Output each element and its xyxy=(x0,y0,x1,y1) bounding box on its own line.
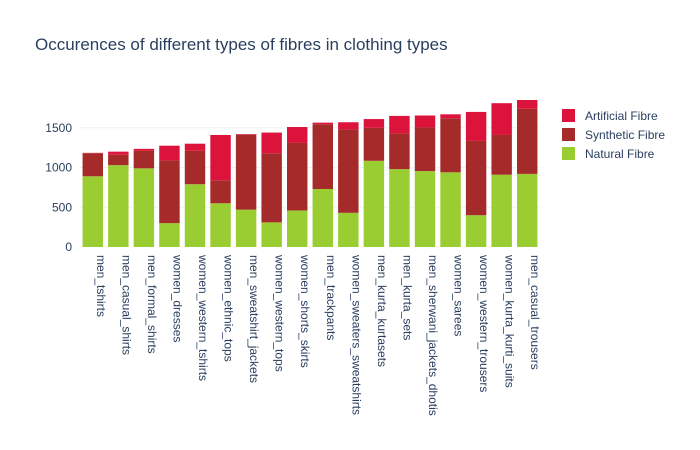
y-tick-label: 1000 xyxy=(45,161,72,175)
x-tick-label: women_sarees xyxy=(452,254,466,336)
legend-item-natural-fibre[interactable]: Natural Fibre xyxy=(562,147,655,161)
bars xyxy=(82,100,538,247)
bar-synthetic-fibre-men-kurta-kurtasets[interactable] xyxy=(363,127,385,161)
bar-synthetic-fibre-women-western-tops[interactable] xyxy=(261,153,282,223)
legend-item-artificial-fibre[interactable]: Artificial Fibre xyxy=(562,109,658,123)
bar-natural-fibre-women-shorts-skirts[interactable] xyxy=(287,210,308,247)
bar-natural-fibre-men-casual-trousers[interactable] xyxy=(517,173,538,247)
bar-synthetic-fibre-men-casual-shirts[interactable] xyxy=(108,154,129,166)
x-tick-label: men_tshirts xyxy=(94,255,108,317)
bar-synthetic-fibre-men-kurta-sets[interactable] xyxy=(389,133,410,170)
bar-artificial-fibre-women-shorts-skirts[interactable] xyxy=(287,127,308,143)
x-tick-label: men_casual_trousers xyxy=(528,255,542,370)
y-axis-ticks: 0 500 1000 1500 xyxy=(45,121,72,254)
bar-natural-fibre-men-sherwani-jackets-dhotis[interactable] xyxy=(414,171,436,247)
legend-label: Artificial Fibre xyxy=(585,109,658,123)
x-tick-label: men_kurta_kurtasets xyxy=(375,255,389,367)
bar-natural-fibre-women-sarees[interactable] xyxy=(440,172,461,247)
bar-synthetic-fibre-women-kurta-kurti-suits[interactable] xyxy=(491,134,512,175)
legend-label: Synthetic Fibre xyxy=(585,128,665,142)
bar-artificial-fibre-women-sarees[interactable] xyxy=(440,114,461,119)
bar-artificial-fibre-women-sweaters-sweatshirts[interactable] xyxy=(338,122,359,130)
bar-synthetic-fibre-men-sweatshirt-jackets[interactable] xyxy=(235,134,257,210)
bar-synthetic-fibre-men-formal-shirts[interactable] xyxy=(133,150,155,169)
bar-artificial-fibre-men-kurta-sets[interactable] xyxy=(389,115,410,134)
x-tick-label: women_kurta_kurti_suits xyxy=(503,254,517,388)
x-tick-label: women_sweaters_sweatshirts xyxy=(349,254,363,415)
bar-artificial-fibre-men-kurta-kurtasets[interactable] xyxy=(363,119,385,128)
bar-synthetic-fibre-men-casual-trousers[interactable] xyxy=(517,108,538,174)
legend-swatch xyxy=(562,147,575,160)
y-tick-label: 0 xyxy=(65,240,72,254)
x-tick-label: men_formal_shirts xyxy=(145,255,159,354)
bar-synthetic-fibre-women-ethnic-tops[interactable] xyxy=(210,180,231,204)
x-tick-label: men_sweatshirt_jackets xyxy=(247,255,261,383)
bar-natural-fibre-men-trackpants[interactable] xyxy=(312,188,333,247)
bar-natural-fibre-women-sweaters-sweatshirts[interactable] xyxy=(338,212,359,247)
chart-title: Occurences of different types of fibres … xyxy=(35,35,448,54)
bar-synthetic-fibre-women-western-trousers[interactable] xyxy=(465,140,487,216)
bar-natural-fibre-women-ethnic-tops[interactable] xyxy=(210,203,231,247)
gridlines xyxy=(80,127,540,208)
legend-item-synthetic-fibre[interactable]: Synthetic Fibre xyxy=(562,128,665,142)
bar-artificial-fibre-women-ethnic-tops[interactable] xyxy=(210,134,231,181)
legend-label: Natural Fibre xyxy=(585,147,655,161)
bar-natural-fibre-women-western-tshirts[interactable] xyxy=(184,184,206,247)
bar-artificial-fibre-women-dresses[interactable] xyxy=(159,145,180,161)
bar-natural-fibre-men-kurta-sets[interactable] xyxy=(389,169,410,247)
bar-artificial-fibre-women-western-tops[interactable] xyxy=(261,132,282,154)
x-tick-label: women_shorts_skirts xyxy=(298,254,312,368)
bar-artificial-fibre-women-western-trousers[interactable] xyxy=(465,111,487,141)
bar-synthetic-fibre-women-shorts-skirts[interactable] xyxy=(287,142,308,211)
x-tick-label: women_ethnic_tops xyxy=(222,254,236,362)
bar-artificial-fibre-men-formal-shirts[interactable] xyxy=(133,148,155,151)
x-tick-label: women_western_trousers xyxy=(477,254,491,392)
bar-synthetic-fibre-women-western-tshirts[interactable] xyxy=(184,150,206,185)
x-tick-label: women_dresses xyxy=(170,254,184,342)
bar-natural-fibre-men-formal-shirts[interactable] xyxy=(133,168,155,247)
bar-natural-fibre-women-western-tops[interactable] xyxy=(261,222,282,247)
bar-artificial-fibre-men-casual-trousers[interactable] xyxy=(517,100,538,109)
legend[interactable]: Artificial Fibre Synthetic Fibre Natural F… xyxy=(562,109,665,161)
bar-synthetic-fibre-men-tshirts[interactable] xyxy=(82,153,103,177)
bar-natural-fibre-men-casual-shirts[interactable] xyxy=(108,165,129,247)
bar-artificial-fibre-men-sherwani-jackets-dhotis[interactable] xyxy=(414,115,436,128)
legend-swatch xyxy=(562,109,575,122)
x-tick-label: men_sherwani_jackets_dhotis xyxy=(426,255,440,416)
bar-artificial-fibre-men-trackpants[interactable] xyxy=(312,122,333,125)
bar-artificial-fibre-women-western-tshirts[interactable] xyxy=(184,143,206,151)
x-tick-label: women_western_tops xyxy=(273,254,287,372)
bar-natural-fibre-men-sweatshirt-jackets[interactable] xyxy=(235,209,257,247)
bar-natural-fibre-women-kurta-kurti-suits[interactable] xyxy=(491,174,512,247)
x-tick-label: men_trackpants xyxy=(324,255,338,340)
legend-swatch xyxy=(562,128,575,141)
bar-natural-fibre-men-tshirts[interactable] xyxy=(82,176,103,247)
bar-natural-fibre-men-kurta-kurtasets[interactable] xyxy=(363,160,385,247)
x-tick-label: men_kurta_sets xyxy=(400,255,414,340)
y-tick-label: 500 xyxy=(52,200,72,214)
bar-natural-fibre-women-western-trousers[interactable] xyxy=(465,215,487,247)
y-tick-label: 1500 xyxy=(45,121,72,135)
bar-artificial-fibre-men-casual-shirts[interactable] xyxy=(108,151,129,155)
x-axis-ticks: men_tshirts men_casual_shirts men_formal_s… xyxy=(94,254,542,416)
bar-artificial-fibre-women-kurta-kurti-suits[interactable] xyxy=(491,103,512,135)
bar-natural-fibre-women-dresses[interactable] xyxy=(159,223,180,247)
bar-synthetic-fibre-women-sweaters-sweatshirts[interactable] xyxy=(338,129,359,213)
x-tick-label: women_western_tshirts xyxy=(196,254,210,381)
bar-synthetic-fibre-men-trackpants[interactable] xyxy=(312,124,333,189)
bar-synthetic-fibre-women-sarees[interactable] xyxy=(440,118,461,173)
bar-synthetic-fibre-men-sherwani-jackets-dhotis[interactable] xyxy=(414,127,436,172)
x-tick-label: men_casual_shirts xyxy=(119,255,133,355)
bar-synthetic-fibre-women-dresses[interactable] xyxy=(159,160,180,224)
